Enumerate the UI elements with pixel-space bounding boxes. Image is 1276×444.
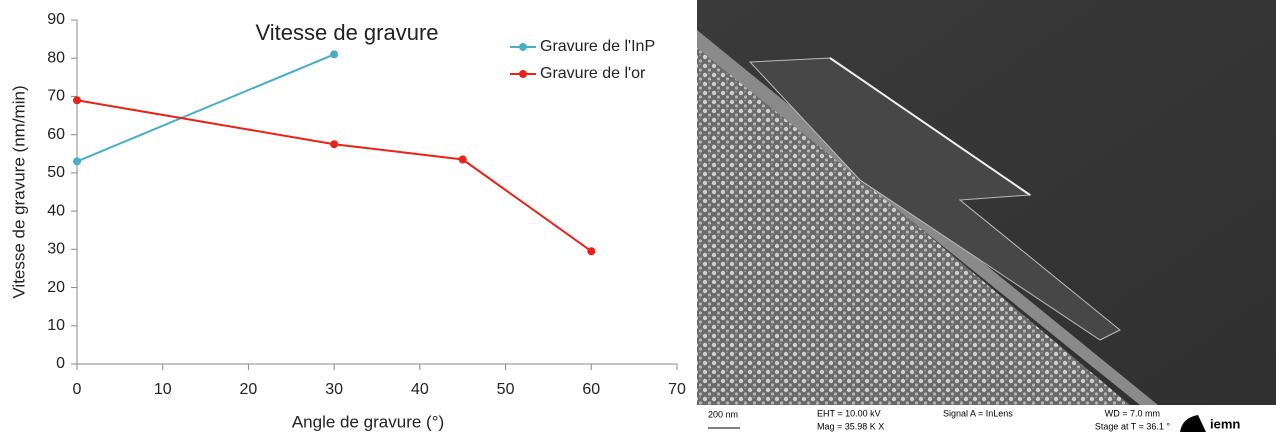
- legend-label: Gravure de l'or: [540, 65, 646, 82]
- y-tick-label: 40: [47, 202, 65, 219]
- info-text: WD = 7.0 mm: [1105, 408, 1160, 418]
- logo: iemn: [1210, 416, 1240, 431]
- info-text: EHT = 10.00 kV: [817, 408, 881, 418]
- x-axis-label: Angle de gravure (°): [292, 412, 444, 431]
- scale-label: 200 nm: [708, 409, 738, 419]
- y-axis-label: Vitesse de gravure (nm/min): [9, 85, 28, 298]
- x-tick-label: 70: [668, 381, 686, 398]
- x-tick-label: 60: [582, 381, 600, 398]
- legend-marker: [519, 70, 527, 78]
- x-tick-label: 10: [154, 381, 172, 398]
- y-tick-label: 20: [47, 279, 65, 296]
- series-line: [76, 99, 592, 253]
- legend-label: Gravure de l'InP: [540, 38, 655, 55]
- sem-image: 200 nm EHT = 10.00 kV Mag = 35.98 K X Si…: [697, 0, 1276, 439]
- x-tick-label: 30: [325, 381, 343, 398]
- data-point: [330, 140, 339, 149]
- info-text: Stage at T = 36.1 °: [1095, 421, 1170, 431]
- info-text: Mag = 35.98 K X: [817, 421, 884, 431]
- series-line: [76, 53, 335, 163]
- data-point: [587, 247, 596, 256]
- data-point: [73, 96, 81, 105]
- y-tick-label: 70: [47, 88, 65, 105]
- sem-fold: [829, 57, 1031, 196]
- x-tick-label: 20: [240, 381, 258, 398]
- y-tick-label: 60: [47, 126, 65, 143]
- info-text: Signal A = InLens: [943, 408, 1013, 418]
- y-tick-label: 10: [47, 317, 65, 334]
- data-point: [458, 155, 467, 164]
- data-point: [330, 50, 339, 59]
- y-tick-label: 0: [56, 355, 65, 372]
- y-tick-label: 30: [47, 241, 65, 258]
- x-tick-label: 50: [497, 381, 515, 398]
- info-bar: [697, 405, 1276, 439]
- x-tick-label: 0: [73, 381, 82, 398]
- chart-title: Vitesse de gravure: [255, 20, 438, 45]
- y-tick-label: 80: [47, 49, 65, 66]
- y-tick-label: 50: [47, 164, 65, 181]
- data-point: [73, 157, 81, 166]
- logo-mark: [1180, 415, 1206, 432]
- legend-marker: [519, 43, 527, 51]
- y-tick-label: 90: [47, 11, 65, 28]
- x-tick-label: 40: [411, 381, 429, 398]
